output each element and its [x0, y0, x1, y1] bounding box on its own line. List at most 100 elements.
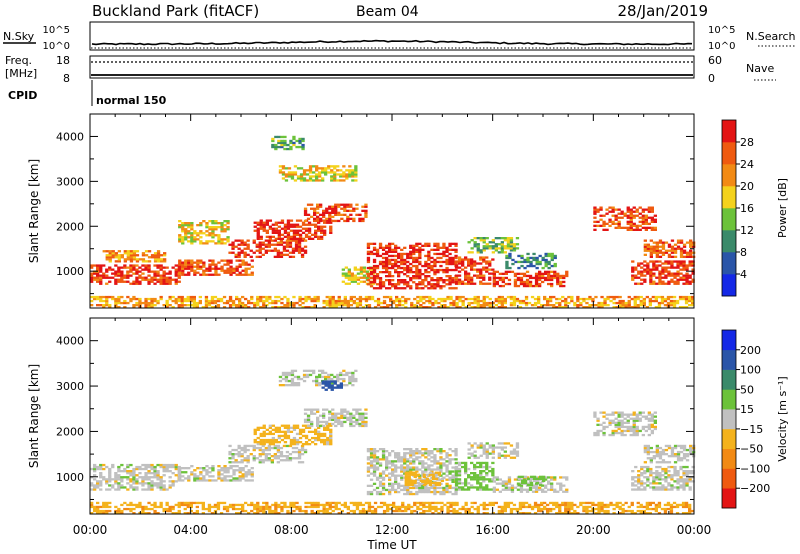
- heatmap-cell: [343, 219, 347, 223]
- nave-tick-top: 60: [708, 54, 722, 67]
- heatmap-cell: [259, 225, 263, 228]
- heatmap-cell: [579, 304, 583, 307]
- heatmap-cell: [243, 247, 247, 250]
- heatmap-cell: [211, 230, 215, 233]
- heatmap-cell: [641, 214, 645, 217]
- heatmap-cell: [437, 471, 442, 474]
- heatmap-cell: [174, 280, 178, 283]
- heatmap-cell: [424, 262, 428, 266]
- heatmap-cell: [552, 501, 556, 505]
- heatmap-cell: [649, 239, 653, 242]
- heatmap-cell: [277, 512, 281, 515]
- heatmap-cell: [564, 297, 568, 301]
- heatmap-cell: [518, 501, 523, 505]
- heatmap-cell: [394, 271, 398, 274]
- heatmap-cell: [343, 416, 347, 419]
- heatmap-cell: [246, 245, 250, 248]
- heatmap-cell: [126, 472, 130, 475]
- heatmap-cell: [229, 467, 233, 470]
- heatmap-cell: [676, 247, 681, 250]
- heatmap-cell: [90, 503, 94, 507]
- heatmap-cell: [467, 251, 471, 254]
- heatmap-cell: [454, 254, 458, 258]
- heatmap-cell: [430, 486, 434, 490]
- heatmap-cell: [631, 278, 635, 281]
- heatmap-cell: [608, 220, 612, 223]
- heatmap-cell: [526, 264, 530, 268]
- heatmap-cell: [114, 278, 118, 281]
- heatmap-cell: [670, 272, 674, 275]
- heatmap-cell: [165, 507, 169, 511]
- heatmap-cell: [664, 282, 668, 285]
- heatmap-cell: [652, 249, 656, 252]
- heatmap-cell: [244, 501, 248, 505]
- heatmap-cell: [295, 231, 300, 234]
- heatmap-cell: [256, 426, 260, 429]
- heatmap-cell: [378, 277, 383, 280]
- heatmap-cell: [409, 256, 413, 260]
- heatmap-cell: [314, 432, 318, 436]
- heatmap-cell: [355, 501, 360, 505]
- heatmap-cell: [328, 416, 332, 419]
- heatmap-cell: [298, 229, 303, 232]
- heatmap-cell: [196, 259, 200, 262]
- heatmap-cell: [226, 479, 230, 482]
- heatmap-cell: [608, 210, 612, 213]
- heatmap-cell: [605, 208, 609, 211]
- heatmap-cell: [639, 505, 643, 509]
- heatmap-cell: [292, 231, 297, 234]
- heatmap-cell: [448, 268, 452, 272]
- heatmap-cell: [424, 271, 428, 274]
- heatmap-cell: [424, 285, 428, 288]
- heatmap-region: [90, 295, 695, 309]
- heatmap-cell: [375, 460, 380, 463]
- heatmap-cell: [284, 167, 289, 170]
- heatmap-cell: [637, 270, 641, 273]
- heatmap-cell: [564, 512, 568, 515]
- heatmap-cell: [184, 267, 188, 270]
- heatmap-cell: [90, 482, 94, 485]
- heatmap-cell: [498, 276, 502, 280]
- heatmap-cell: [165, 282, 169, 285]
- heatmap-cell: [271, 299, 275, 303]
- heatmap-cell: [341, 268, 345, 271]
- heatmap-cell: [162, 509, 166, 513]
- heatmap-cell: [292, 424, 297, 427]
- heatmap-cell: [494, 243, 498, 246]
- heatmap-cell: [375, 277, 380, 280]
- heatmap-cell: [585, 301, 589, 305]
- heatmap-cell: [415, 466, 419, 469]
- heatmap-cell: [264, 455, 268, 458]
- heatmap-cell: [473, 295, 477, 299]
- heatmap-cell: [244, 297, 248, 301]
- heatmap-cell: [255, 249, 259, 252]
- heatmap-cell: [392, 509, 396, 513]
- heatmap-cell: [217, 471, 221, 474]
- heatmap-cell: [190, 265, 194, 268]
- heatmap-cell: [99, 304, 103, 307]
- heatmap-cell: [96, 482, 100, 485]
- heatmap-cell: [150, 254, 155, 257]
- heatmap-cell: [573, 301, 577, 305]
- heatmap-cell: [199, 240, 203, 243]
- heatmap-cell: [264, 245, 268, 248]
- heatmap-cell: [102, 463, 106, 467]
- heatmap-cell: [96, 266, 100, 269]
- heatmap-cell: [171, 266, 175, 269]
- heatmap-cell: [428, 505, 432, 509]
- heatmap-cell: [658, 270, 662, 273]
- heatmap-cell: [689, 249, 693, 252]
- heatmap-cell: [342, 171, 346, 174]
- heatmap-cell: [503, 239, 507, 242]
- heatmap-cell: [285, 239, 290, 242]
- heatmap-region: [178, 465, 254, 482]
- heatmap-cell: [361, 418, 365, 421]
- heatmap-cell: [288, 444, 293, 448]
- heatmap-cell: [364, 420, 368, 424]
- heatmap-cell: [467, 274, 471, 277]
- heatmap-cell: [491, 258, 495, 261]
- frequency-panel: Freq. [MHz] 18 8 60 0 Nave: [5, 54, 776, 85]
- heatmap-cell: [482, 507, 486, 511]
- heatmap-cell: [684, 501, 689, 505]
- heatmap-cell: [676, 272, 680, 275]
